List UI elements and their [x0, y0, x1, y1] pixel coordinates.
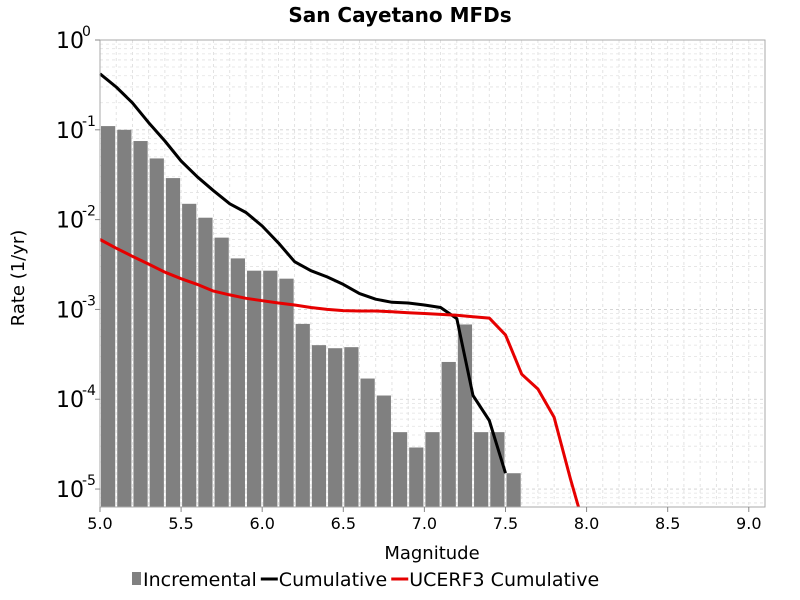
- incremental-bar: [279, 278, 294, 507]
- incremental-bar: [360, 378, 375, 507]
- incremental-bar: [376, 395, 391, 507]
- y-tick-exponent: -1: [82, 114, 96, 130]
- incremental-bar: [230, 258, 245, 507]
- incremental-bars: [101, 126, 521, 508]
- y-tick-label: 10: [56, 478, 84, 503]
- legend-label-ucerf3-cumulative: UCERF3 Cumulative: [409, 569, 599, 591]
- x-tick-label: 9.0: [736, 514, 761, 533]
- cumulative-line: [99, 72, 507, 474]
- y-axis-label: Rate (1/yr): [8, 230, 29, 327]
- ucerf3-cumulative-line: [99, 238, 580, 508]
- x-axis-label: Magnitude: [384, 543, 479, 564]
- incremental-bar: [474, 432, 489, 507]
- x-axis-ticks: 5.0 5.5 6.0 6.5 7.0 7.5 8.0 8.5 9.0: [87, 507, 762, 533]
- incremental-bar: [344, 347, 359, 507]
- y-tick-exponent: -2: [82, 204, 96, 220]
- plot-border: [99, 39, 766, 508]
- y-tick-exponent: -5: [82, 473, 96, 489]
- incremental-bar: [506, 473, 521, 507]
- legend-label-cumulative: Cumulative: [279, 569, 387, 591]
- y-tick-exponent: -3: [82, 293, 96, 309]
- incremental-bar: [149, 158, 164, 507]
- x-tick-label: 5.0: [87, 514, 112, 533]
- x-tick-label: 6.5: [331, 514, 356, 533]
- y-tick-label: 10: [56, 388, 84, 413]
- x-tick-label: 8.5: [655, 514, 680, 533]
- incremental-bar: [117, 129, 132, 508]
- incremental-bar: [165, 178, 181, 507]
- incremental-bar: [392, 432, 408, 507]
- incremental-bar: [198, 217, 213, 508]
- incremental-bar: [246, 270, 262, 507]
- y-tick-label: 10: [56, 209, 84, 234]
- y-tick-exponent: -4: [82, 383, 96, 399]
- y-tick-label: 10: [56, 119, 84, 144]
- x-tick-label: 6.0: [249, 514, 274, 533]
- x-tick-label: 7.0: [412, 514, 437, 533]
- incremental-bar: [311, 345, 327, 507]
- legend-swatch-incremental: [132, 572, 141, 585]
- y-tick-label: 10: [56, 29, 84, 54]
- incremental-bar: [263, 270, 278, 507]
- y-tick-label: 10: [56, 298, 84, 323]
- legend-label-incremental: Incremental: [143, 569, 257, 591]
- incremental-bar: [133, 141, 148, 508]
- incremental-bar: [409, 447, 424, 507]
- incremental-bar: [441, 361, 456, 507]
- incremental-bar: [295, 323, 310, 507]
- y-tick-exponent: 0: [82, 24, 91, 40]
- incremental-bar: [182, 203, 197, 508]
- incremental-bar: [490, 432, 505, 507]
- legend: Incremental Cumulative UCERF3 Cumulative: [132, 569, 599, 591]
- x-tick-label: 8.0: [574, 514, 599, 533]
- incremental-bar: [328, 348, 343, 507]
- x-tick-label: 7.5: [493, 514, 518, 533]
- incremental-bar: [425, 432, 440, 507]
- x-tick-label: 5.5: [168, 514, 193, 533]
- incremental-bar: [101, 126, 116, 508]
- chart-title: San Cayetano MFDs: [288, 3, 511, 27]
- incremental-bar: [214, 237, 229, 507]
- cumulative-lines: [99, 72, 580, 508]
